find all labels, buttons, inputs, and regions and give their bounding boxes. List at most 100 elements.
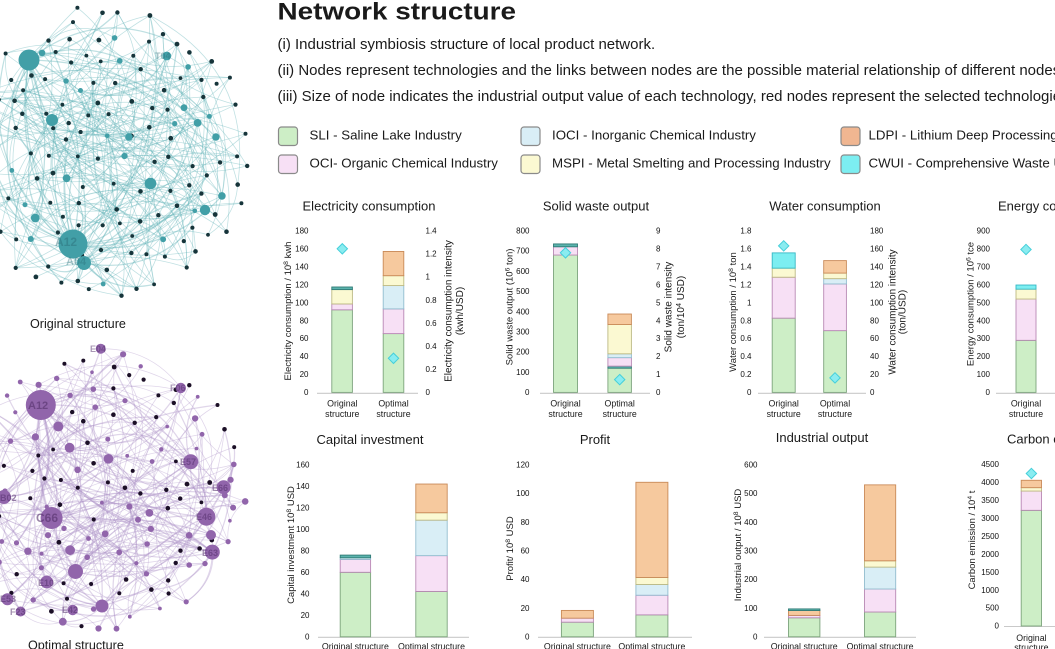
svg-text:800: 800 <box>977 245 991 254</box>
svg-text:Original: Original <box>327 399 357 409</box>
svg-text:Optimal: Optimal <box>605 399 635 409</box>
svg-text:140: 140 <box>295 262 309 271</box>
svg-text:3000: 3000 <box>981 514 999 523</box>
svg-text:100: 100 <box>744 604 758 613</box>
svg-text:0: 0 <box>305 633 310 642</box>
svg-text:SLI - Saline Lake Industry: SLI - Saline Lake Industry <box>310 128 463 143</box>
svg-text:Industrial output / 108​ USD: Industrial output / 108​ USD <box>733 489 744 602</box>
svg-text:F23: F23 <box>10 607 26 617</box>
svg-text:0: 0 <box>525 388 530 397</box>
svg-text:A04: A04 <box>66 256 87 268</box>
svg-text:Profit: Profit <box>580 432 611 447</box>
svg-text:Solid waste intensity: Solid waste intensity <box>664 262 675 353</box>
svg-text:0: 0 <box>753 633 758 642</box>
svg-text:2000: 2000 <box>981 550 999 559</box>
svg-text:Original: Original <box>1016 633 1046 643</box>
svg-text:E53: E53 <box>0 594 16 604</box>
svg-text:100: 100 <box>296 525 310 534</box>
svg-text:structure: structure <box>603 409 637 419</box>
svg-text:80: 80 <box>521 518 530 527</box>
svg-text:0.8: 0.8 <box>426 296 438 305</box>
svg-text:Carbon emission: Carbon emission <box>1007 432 1055 447</box>
svg-text:T04: T04 <box>155 51 171 61</box>
svg-text:E63: E63 <box>202 548 218 558</box>
svg-text:Optimal structure: Optimal structure <box>618 642 685 649</box>
svg-text:1.4: 1.4 <box>740 262 752 271</box>
svg-text:2500: 2500 <box>981 532 999 541</box>
svg-text:Original structure: Original structure <box>30 317 126 331</box>
svg-text:4500: 4500 <box>981 460 999 469</box>
svg-text:500: 500 <box>977 298 991 307</box>
svg-text:140: 140 <box>296 482 310 491</box>
svg-text:CWUI - Comprehensive Waste Uti: CWUI - Comprehensive Waste Utilization I… <box>869 156 1055 171</box>
svg-text:6: 6 <box>656 280 661 289</box>
svg-text:C66: C66 <box>36 511 58 525</box>
svg-text:Original structure: Original structure <box>544 642 611 649</box>
svg-text:8: 8 <box>656 245 661 254</box>
svg-text:500: 500 <box>986 604 1000 613</box>
svg-text:E46: E46 <box>196 512 212 522</box>
svg-text:1: 1 <box>747 298 752 307</box>
svg-text:0.2: 0.2 <box>740 370 752 379</box>
svg-text:0.6: 0.6 <box>740 334 752 343</box>
svg-text:5: 5 <box>656 298 661 307</box>
svg-text:20: 20 <box>301 611 310 620</box>
svg-text:200: 200 <box>516 348 530 357</box>
svg-text:B02: B02 <box>0 493 17 503</box>
svg-text:F06: F06 <box>170 383 186 393</box>
svg-text:Original structure: Original structure <box>322 642 389 649</box>
svg-text:Electricity consumption: Electricity consumption <box>303 199 436 214</box>
svg-text:(iii) Size of node indicates t: (iii) Size of node indicates the industr… <box>278 88 1055 105</box>
svg-text:300: 300 <box>744 547 758 556</box>
svg-text:Optimal: Optimal <box>820 399 850 409</box>
svg-text:500: 500 <box>744 489 758 498</box>
svg-text:40: 40 <box>870 352 879 361</box>
svg-text:400: 400 <box>516 307 530 316</box>
svg-text:0.6: 0.6 <box>426 319 438 328</box>
svg-text:160: 160 <box>870 245 884 254</box>
svg-text:40: 40 <box>521 575 530 584</box>
svg-text:Optimal: Optimal <box>378 399 408 409</box>
svg-text:(ii) Nodes represent technolog: (ii) Nodes represent technologies and th… <box>278 62 1055 79</box>
svg-text:120: 120 <box>296 504 310 513</box>
svg-text:100: 100 <box>516 368 530 377</box>
svg-text:60: 60 <box>301 568 310 577</box>
svg-text:0: 0 <box>426 388 431 397</box>
svg-text:0: 0 <box>656 388 661 397</box>
svg-text:MSPI - Metal Smelting and Proc: MSPI - Metal Smelting and Processing Ind… <box>552 156 831 171</box>
svg-text:80: 80 <box>300 316 309 325</box>
svg-text:structure: structure <box>376 409 410 419</box>
svg-text:Electricity consumption intens: Electricity consumption intensity <box>444 240 455 382</box>
svg-text:Capital investment 108​ USD: Capital investment 108​ USD <box>286 486 297 604</box>
svg-text:Profit/ 108​ USD: Profit/ 108​ USD <box>505 516 516 581</box>
svg-text:structure: structure <box>1009 409 1043 419</box>
svg-text:0: 0 <box>986 388 991 397</box>
svg-text:(kwh/USD): (kwh/USD) <box>455 287 466 335</box>
svg-text:300: 300 <box>977 334 991 343</box>
svg-text:180: 180 <box>295 227 309 236</box>
svg-text:4: 4 <box>656 316 661 325</box>
svg-text:0.4: 0.4 <box>426 342 438 351</box>
svg-text:100: 100 <box>977 370 991 379</box>
svg-text:1.8: 1.8 <box>740 227 752 236</box>
svg-text:E42: E42 <box>62 605 78 615</box>
svg-text:Industrial output: Industrial output <box>776 430 869 445</box>
svg-text:9: 9 <box>656 227 661 236</box>
svg-text:0.4: 0.4 <box>740 352 752 361</box>
svg-text:structure: structure <box>767 409 801 419</box>
svg-text:700: 700 <box>977 262 991 271</box>
svg-text:100: 100 <box>516 489 530 498</box>
svg-text:1500: 1500 <box>981 568 999 577</box>
svg-text:structure: structure <box>548 409 582 419</box>
svg-text:160: 160 <box>296 461 310 470</box>
svg-text:600: 600 <box>516 267 530 276</box>
svg-text:0: 0 <box>747 388 752 397</box>
svg-text:4000: 4000 <box>981 478 999 487</box>
svg-text:200: 200 <box>744 575 758 584</box>
svg-text:Optimal structure: Optimal structure <box>847 642 914 649</box>
svg-text:120: 120 <box>870 280 884 289</box>
svg-text:Network structure: Network structure <box>278 0 517 26</box>
svg-text:E66: E66 <box>212 483 228 493</box>
svg-text:Optimal structure: Optimal structure <box>398 642 465 649</box>
svg-text:Capital investment: Capital investment <box>317 432 424 447</box>
